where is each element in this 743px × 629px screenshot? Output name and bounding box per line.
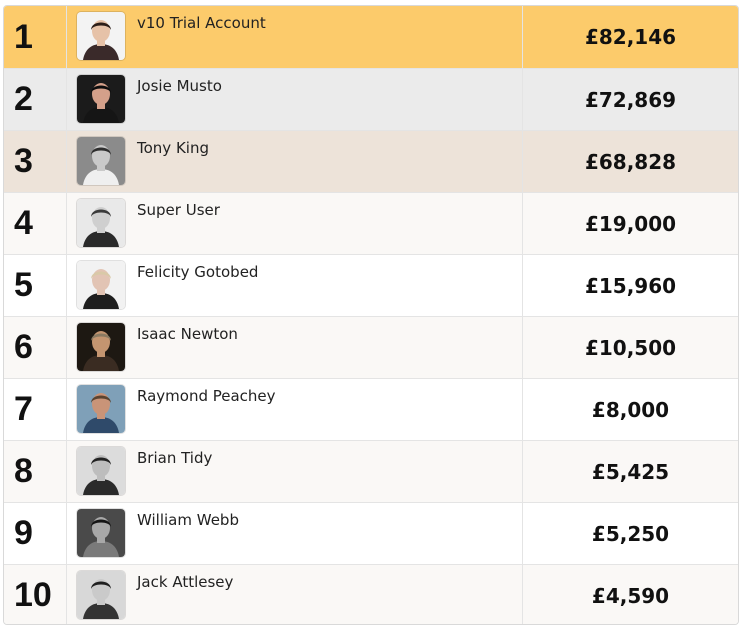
person-cell: Raymond Peachey [67, 379, 523, 440]
leaderboard-row: 9 William Webb £5,250 [4, 502, 738, 564]
person-cell: Josie Musto [67, 69, 523, 130]
man-wig-portrait-avatar-graphic [77, 323, 125, 371]
woman-blonde-avatar-graphic [77, 261, 125, 309]
amount-value: £72,869 [584, 87, 677, 112]
person-name[interactable]: Felicity Gotobed [137, 263, 259, 281]
amount-value: £10,500 [584, 335, 677, 360]
person-cell: William Webb [67, 503, 523, 564]
man-cap-avatar-graphic [77, 509, 125, 557]
amount-value: £5,425 [591, 459, 670, 484]
person-cell: Super User [67, 193, 523, 254]
woman-dark-hair-avatar-graphic [77, 12, 125, 60]
leaderboard-row: 5 Felicity Gotobed £15,960 [4, 254, 738, 316]
amount-value: £82,146 [584, 25, 677, 49]
man-mustache-avatar-graphic [77, 199, 125, 247]
rank-number: 4 [4, 193, 67, 254]
leaderboard-row: 4 Super User £19,000 [4, 192, 738, 254]
rank-number: 2 [4, 69, 67, 130]
person-cell: Brian Tidy [67, 441, 523, 502]
rank-number: 1 [4, 6, 67, 68]
person-name[interactable]: Josie Musto [137, 77, 222, 95]
person-cell: Isaac Newton [67, 317, 523, 378]
rank-number: 5 [4, 255, 67, 316]
man-vintage-avatar[interactable] [77, 571, 125, 619]
person-cell: v10 Trial Account [67, 6, 523, 68]
rank-number: 7 [4, 379, 67, 440]
rank-number: 9 [4, 503, 67, 564]
leaderboard-row: 7 Raymond Peachey £8,000 [4, 378, 738, 440]
man-with-dog-avatar[interactable] [77, 385, 125, 433]
leaderboard-row: 6 Isaac Newton £10,500 [4, 316, 738, 378]
man-vintage-avatar-graphic [77, 571, 125, 619]
woman-black-hair-avatar-graphic [77, 75, 125, 123]
amount-value: £15,960 [584, 273, 677, 298]
man-cap-avatar[interactable] [77, 509, 125, 557]
leaderboard-row: 10 Jack Attlesey £4,590 [4, 564, 738, 624]
leaderboard-table: 1 v10 Trial Account £82,146 2 Josie Must… [3, 5, 739, 625]
amount-value: £19,000 [584, 211, 677, 236]
woman-blonde-avatar[interactable] [77, 261, 125, 309]
amount-value: £8,000 [591, 397, 670, 422]
person-name[interactable]: Jack Attlesey [137, 573, 234, 591]
rank-number: 8 [4, 441, 67, 502]
man-bw-avatar-graphic [77, 447, 125, 495]
man-with-dog-avatar-graphic [77, 385, 125, 433]
man-bw-avatar[interactable] [77, 447, 125, 495]
leaderboard-row: 3 Tony King £68,828 [4, 130, 738, 192]
rank-number: 6 [4, 317, 67, 378]
person-name[interactable]: v10 Trial Account [137, 14, 266, 32]
rank-number: 10 [4, 565, 67, 624]
amount-value: £5,250 [591, 521, 670, 546]
rank-number: 3 [4, 131, 67, 192]
person-name[interactable]: Tony King [137, 139, 209, 157]
person-cell: Jack Attlesey [67, 565, 523, 624]
woman-black-hair-avatar[interactable] [77, 75, 125, 123]
amount-value: £68,828 [584, 149, 677, 174]
person-name[interactable]: Isaac Newton [137, 325, 238, 343]
footballer-avatar[interactable] [77, 137, 125, 185]
person-name[interactable]: Super User [137, 201, 220, 219]
amount-value: £4,590 [591, 583, 670, 608]
footballer-avatar-graphic [77, 137, 125, 185]
person-cell: Felicity Gotobed [67, 255, 523, 316]
leaderboard-row: 8 Brian Tidy £5,425 [4, 440, 738, 502]
person-cell: Tony King [67, 131, 523, 192]
man-mustache-avatar[interactable] [77, 199, 125, 247]
person-name[interactable]: William Webb [137, 511, 239, 529]
leaderboard-row: 2 Josie Musto £72,869 [4, 68, 738, 130]
leaderboard-row: 1 v10 Trial Account £82,146 [4, 6, 738, 68]
person-name[interactable]: Raymond Peachey [137, 387, 276, 405]
woman-dark-hair-avatar[interactable] [77, 12, 125, 60]
man-wig-portrait-avatar[interactable] [77, 323, 125, 371]
person-name[interactable]: Brian Tidy [137, 449, 213, 467]
